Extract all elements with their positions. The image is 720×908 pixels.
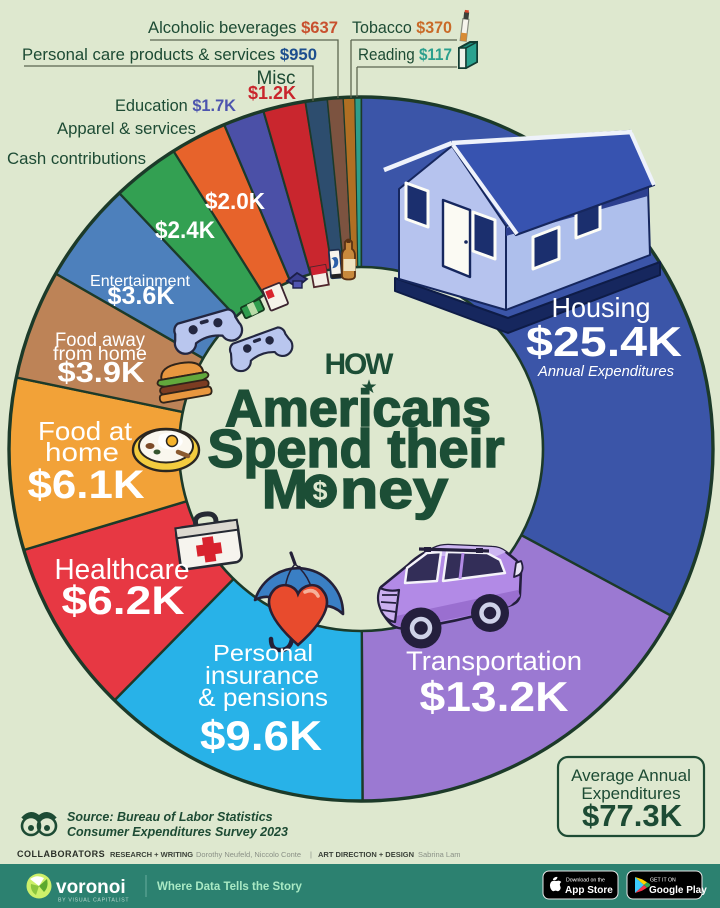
svg-text:Misc: Misc	[256, 68, 295, 89]
svg-text:Expenditures: Expenditures	[581, 784, 680, 803]
svg-text:$2.4K: $2.4K	[155, 217, 216, 244]
svg-text:$6.2K: $6.2K	[62, 579, 185, 623]
svg-text:COLLABORATORS: COLLABORATORS	[17, 849, 105, 859]
svg-text:M: M	[262, 458, 308, 520]
svg-text:Annual Expenditures: Annual Expenditures	[537, 363, 674, 380]
svg-text:Healthcare: Healthcare	[55, 554, 190, 586]
svg-text:App Store: App Store	[565, 885, 613, 896]
svg-text:ART DIRECTION + DESIGN: ART DIRECTION + DESIGN	[318, 850, 414, 859]
svg-text:Americans: Americans	[225, 380, 491, 438]
svg-text:Education $1.7K: Education $1.7K	[115, 96, 237, 115]
svg-text:Transportation: Transportation	[406, 646, 582, 676]
svg-text:BY VISUAL CAPITALIST: BY VISUAL CAPITALIST	[58, 898, 129, 904]
svg-text:$9.6K: $9.6K	[200, 712, 322, 759]
svg-text:Source: Bureau of Labor Statis: Source: Bureau of Labor Statistics	[67, 810, 273, 824]
svg-text:Personal: Personal	[213, 640, 313, 666]
svg-text:Where Data Tells the Story: Where Data Tells the Story	[157, 881, 302, 893]
svg-text:Spend their: Spend their	[207, 419, 504, 479]
svg-text:Housing: Housing	[552, 292, 651, 323]
svg-text:RESEARCH + WRITING: RESEARCH + WRITING	[110, 850, 193, 859]
svg-text:$6.1K: $6.1K	[28, 463, 145, 507]
svg-text:home: home	[45, 437, 119, 467]
svg-text:insurance: insurance	[205, 662, 319, 690]
svg-text:$3.6K: $3.6K	[108, 282, 175, 310]
svg-text:$1.2K: $1.2K	[248, 83, 296, 103]
svg-text:$3.9K: $3.9K	[58, 357, 145, 389]
svg-text:Average Annual: Average Annual	[571, 766, 691, 785]
svg-text:Alcoholic beverages $637: Alcoholic beverages $637	[148, 18, 338, 37]
svg-text:Tobacco $370: Tobacco $370	[352, 18, 452, 37]
svg-text:Cash contributions: Cash contributions	[7, 149, 146, 168]
svg-text:Sabrina Lam: Sabrina Lam	[418, 850, 461, 859]
svg-text:|: |	[310, 850, 312, 859]
svg-text:voronoi: voronoi	[56, 877, 126, 898]
svg-text:HOW: HOW	[325, 348, 395, 381]
svg-text:Reading $117: Reading $117	[358, 45, 452, 64]
svg-text:Personal care products & servi: Personal care products & services $950	[22, 45, 317, 64]
svg-text:Food at: Food at	[38, 416, 133, 446]
svg-text:$25.4K: $25.4K	[526, 318, 682, 365]
svg-text:from home: from home	[53, 344, 147, 365]
svg-text:Download on the: Download on the	[566, 878, 605, 884]
svg-text:Google Play: Google Play	[649, 885, 707, 896]
svg-text:$: $	[312, 476, 327, 506]
svg-text:GET IT ON: GET IT ON	[650, 878, 676, 884]
svg-text:Dorothy Neufeld, Niccolo Conte: Dorothy Neufeld, Niccolo Conte	[196, 850, 301, 859]
svg-text:ney: ney	[340, 458, 448, 520]
svg-text:Entertainment: Entertainment	[90, 273, 191, 290]
svg-text:Consumer Expenditures Survey 2: Consumer Expenditures Survey 2023	[67, 825, 288, 839]
svg-text:$77.3K: $77.3K	[582, 798, 683, 833]
svg-text:& pensions: & pensions	[198, 684, 328, 712]
svg-text:Food away: Food away	[55, 330, 145, 351]
svg-text:Apparel & services: Apparel & services	[57, 119, 196, 138]
svg-text:$13.2K: $13.2K	[420, 673, 569, 720]
svg-text:★: ★	[360, 377, 377, 398]
svg-text:$2.0K: $2.0K	[205, 188, 265, 214]
